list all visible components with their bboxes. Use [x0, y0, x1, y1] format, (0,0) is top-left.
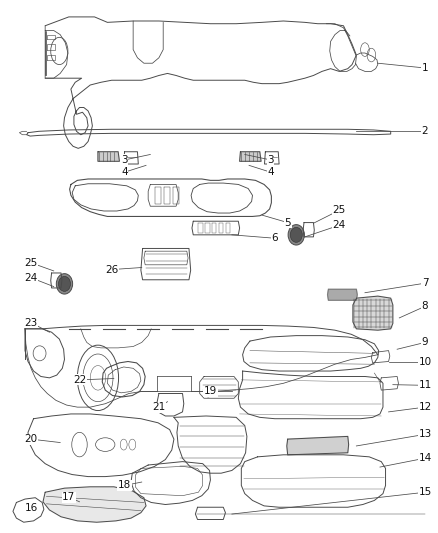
Text: 16: 16	[25, 503, 38, 513]
Text: 6: 6	[272, 233, 278, 243]
Polygon shape	[98, 152, 120, 161]
Ellipse shape	[57, 273, 73, 294]
Polygon shape	[287, 437, 349, 455]
Text: 24: 24	[25, 273, 38, 282]
Text: 24: 24	[332, 220, 346, 230]
Text: 18: 18	[118, 480, 131, 490]
Text: 7: 7	[422, 278, 428, 288]
Text: 26: 26	[105, 264, 118, 274]
Text: 4: 4	[267, 167, 274, 177]
Text: 3: 3	[267, 155, 274, 165]
Text: 9: 9	[422, 337, 428, 348]
Text: 23: 23	[25, 318, 38, 328]
Ellipse shape	[290, 228, 302, 243]
Polygon shape	[43, 487, 146, 522]
Text: 11: 11	[418, 381, 432, 390]
Polygon shape	[328, 289, 357, 300]
Text: 22: 22	[73, 375, 86, 385]
Ellipse shape	[288, 224, 304, 245]
Ellipse shape	[58, 277, 71, 292]
Text: 25: 25	[332, 205, 346, 215]
Text: 4: 4	[121, 167, 128, 177]
Text: 25: 25	[25, 258, 38, 268]
Text: 1: 1	[422, 63, 428, 73]
Polygon shape	[353, 296, 393, 330]
Text: 2: 2	[422, 126, 428, 136]
Text: 19: 19	[204, 386, 217, 397]
Text: 17: 17	[62, 492, 75, 502]
Text: 13: 13	[418, 430, 432, 439]
Polygon shape	[240, 152, 261, 161]
Text: 12: 12	[418, 402, 432, 412]
Text: 8: 8	[422, 301, 428, 311]
Text: 10: 10	[418, 357, 431, 367]
Text: 14: 14	[418, 453, 432, 463]
Text: 5: 5	[284, 217, 291, 228]
Text: 15: 15	[418, 487, 432, 497]
Text: 21: 21	[152, 402, 166, 412]
Text: 20: 20	[25, 434, 38, 444]
Text: 3: 3	[121, 155, 128, 165]
